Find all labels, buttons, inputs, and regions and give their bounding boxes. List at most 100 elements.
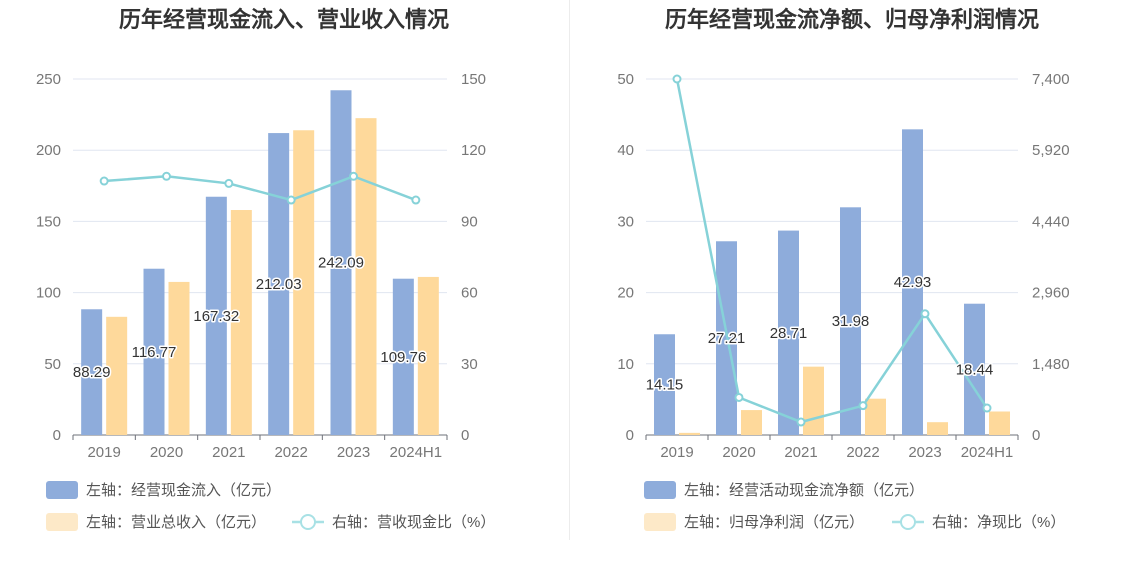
x-tick-label: 2021 bbox=[212, 444, 245, 461]
x-tick-label: 2020 bbox=[722, 444, 755, 461]
bar bbox=[417, 276, 439, 435]
y-left-tick-label: 100 bbox=[36, 285, 61, 302]
series-line bbox=[675, 78, 989, 424]
y-left-tick-label: 200 bbox=[36, 142, 61, 159]
y-left-tick-label: 30 bbox=[617, 213, 634, 230]
y-right-tick-label: 30 bbox=[461, 356, 478, 373]
bar bbox=[293, 130, 315, 435]
data-label: 27.21 bbox=[708, 330, 746, 347]
data-label: 116.77 bbox=[132, 344, 177, 361]
data-label: 18.44 bbox=[956, 361, 994, 378]
legend-marker bbox=[900, 514, 916, 530]
bar bbox=[392, 278, 414, 435]
line-point bbox=[920, 309, 930, 319]
chart-svg: 0 50 100 150 200 250 0 30 60 90 120 150 2019 2020 2021… bbox=[36, 71, 495, 531]
y-left-tick-label: 50 bbox=[44, 356, 61, 373]
legend-label: 左轴：营业总收入（亿元） bbox=[86, 514, 266, 531]
chart-svg: 0 10 20 30 40 50 0 1,480 2,960 4,440 5,920 7,400 201… bbox=[617, 71, 1070, 531]
line-point bbox=[162, 171, 171, 181]
chart-title: 历年经营现金流净额、归母净利润情况 bbox=[664, 7, 1039, 32]
x-tick-label: 2022 bbox=[274, 444, 307, 461]
bar bbox=[803, 366, 824, 435]
y-right-tick-label: 0 bbox=[461, 427, 469, 444]
data-label: 242.09 bbox=[318, 255, 364, 272]
chart-panel-left: 历年经营现金流入、营业收入情况 0 50 100 150 200 250 0 30 60 90 12… bbox=[0, 0, 568, 560]
data-label: 167.32 bbox=[193, 308, 239, 325]
y-left-tick-label: 10 bbox=[617, 356, 634, 373]
legend-label: 右轴：净现比（%） bbox=[932, 514, 1065, 531]
y-left-tick-label: 50 bbox=[617, 71, 634, 88]
x-tick-label: 2019 bbox=[660, 444, 693, 461]
bar bbox=[778, 230, 799, 435]
x-tick-label: 2024H1 bbox=[961, 444, 1014, 461]
y-right-tick-label: 90 bbox=[461, 213, 478, 230]
bar bbox=[840, 207, 861, 435]
bar bbox=[355, 118, 377, 435]
bar bbox=[964, 303, 985, 435]
x-tick-label: 2023 bbox=[908, 444, 941, 461]
y-right-tick-label: 2,960 bbox=[1032, 285, 1070, 302]
x-tick-label: 2023 bbox=[337, 444, 370, 461]
legend-label: 左轴：经营现金流入（亿元） bbox=[86, 482, 281, 499]
x-tick-label: 2022 bbox=[846, 444, 879, 461]
bar bbox=[902, 129, 923, 436]
line-point bbox=[349, 171, 358, 181]
data-label: 88.29 bbox=[73, 364, 111, 381]
bar bbox=[268, 133, 290, 435]
bar bbox=[81, 309, 103, 435]
data-label: 14.15 bbox=[646, 377, 684, 394]
bar bbox=[143, 268, 165, 435]
y-left-tick-label: 250 bbox=[36, 71, 61, 88]
panel-divider bbox=[569, 0, 570, 540]
bar bbox=[230, 210, 252, 435]
legend-marker bbox=[300, 514, 316, 530]
bar bbox=[654, 334, 675, 435]
series-line bbox=[104, 174, 417, 202]
bar bbox=[330, 90, 352, 435]
bar bbox=[106, 316, 128, 435]
bar bbox=[741, 410, 762, 435]
bar bbox=[205, 196, 227, 435]
y-right-tick-label: 7,400 bbox=[1032, 71, 1070, 88]
y-right-tick-label: 1,480 bbox=[1032, 356, 1070, 373]
line-point bbox=[982, 403, 992, 413]
line-point bbox=[734, 392, 744, 402]
bar bbox=[927, 422, 948, 435]
bar bbox=[865, 398, 886, 435]
legend-swatch bbox=[644, 481, 676, 499]
x-tick-label: 2024H1 bbox=[390, 444, 443, 461]
data-label: 31.98 bbox=[832, 313, 870, 330]
y-right-tick-label: 150 bbox=[461, 71, 486, 88]
legend-swatch bbox=[46, 481, 78, 499]
y-left-tick-label: 20 bbox=[617, 285, 634, 302]
legend-label: 左轴：经营活动现金流净额（亿元） bbox=[684, 482, 924, 499]
y-right-tick-label: 5,920 bbox=[1032, 142, 1070, 159]
line-point bbox=[286, 195, 296, 205]
legend-label: 右轴：营收现金比（%） bbox=[332, 514, 495, 531]
y-left-tick-label: 150 bbox=[36, 213, 61, 230]
line-point bbox=[858, 401, 868, 411]
data-label: 28.71 bbox=[770, 325, 808, 342]
legend-swatch bbox=[46, 513, 78, 531]
x-tick-label: 2021 bbox=[784, 444, 817, 461]
y-right-tick-label: 4,440 bbox=[1032, 213, 1070, 230]
line-point bbox=[411, 195, 421, 205]
bar bbox=[679, 432, 700, 435]
y-left-tick-label: 0 bbox=[626, 427, 634, 444]
data-label: 109.76 bbox=[380, 349, 426, 366]
y-left-tick-label: 0 bbox=[53, 427, 61, 444]
y-right-tick-label: 120 bbox=[461, 142, 486, 159]
chart-title: 历年经营现金流入、营业收入情况 bbox=[118, 7, 449, 32]
legend-swatch bbox=[644, 513, 676, 531]
y-left-tick-label: 40 bbox=[617, 142, 634, 159]
data-label: 42.93 bbox=[894, 274, 932, 291]
data-label: 212.03 bbox=[256, 276, 302, 293]
x-tick-label: 2019 bbox=[87, 444, 120, 461]
bar bbox=[168, 281, 190, 435]
line-point bbox=[796, 417, 806, 427]
line-point bbox=[672, 74, 682, 84]
legend-label: 左轴：归母净利润（亿元） bbox=[684, 514, 864, 531]
x-tick-label: 2020 bbox=[150, 444, 183, 461]
line-point bbox=[99, 176, 109, 186]
chart-panel-right: 历年经营现金流净额、归母净利润情况 0 10 20 30 40 50 0 1,480 2,960… bbox=[570, 0, 1134, 560]
